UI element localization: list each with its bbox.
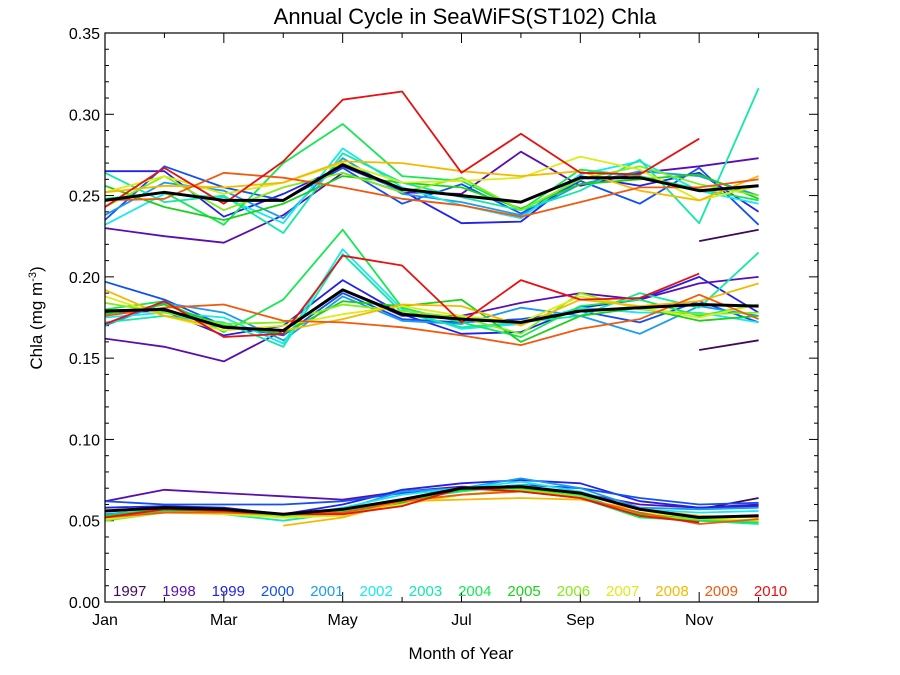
- series-line-2002-mid: [104, 248, 759, 345]
- series-line-2010-high: [104, 90, 700, 208]
- axis-ticks: [104, 32, 818, 603]
- series-line-1997-mid: [699, 339, 759, 351]
- legend-entry-2004: 2004: [458, 583, 491, 600]
- y-tick-label: 0.10: [69, 432, 100, 449]
- y-tick-label: 0.35: [69, 26, 100, 43]
- mean-line-low: [104, 485, 759, 519]
- x-tick-label: Jan: [92, 612, 118, 629]
- y-tick-label: 0.05: [69, 514, 100, 531]
- legend-entry-2006: 2006: [557, 583, 590, 600]
- y-tick-label: 0.15: [69, 351, 100, 368]
- series-line-2010-low: [104, 487, 700, 524]
- legend-entry-2000: 2000: [261, 583, 294, 600]
- y-tick-label: 0.30: [69, 107, 100, 124]
- legend-entry-2010: 2010: [754, 583, 787, 600]
- series-line-1999-high: [105, 165, 760, 225]
- series-line-2001-mid: [104, 295, 759, 342]
- y-tick-label: 0.00: [69, 595, 100, 612]
- legend-entry-2008: 2008: [655, 583, 688, 600]
- legend-entry-2001: 2001: [310, 583, 343, 600]
- legend-entry-2002: 2002: [360, 583, 393, 600]
- y-tick-label: 0.25: [69, 189, 100, 206]
- y-axis-label-main: Chla (mg m: [27, 282, 46, 370]
- x-axis-label: Month of Year: [409, 644, 514, 663]
- series-line-2001-high: [104, 157, 759, 220]
- x-tick-label: May: [328, 612, 358, 629]
- tick-labels: 0.00 0.05 0.10 0.15 0.20 0.25 0.30 0.35 Jan Mar Ma…: [69, 26, 714, 629]
- series-line-2010-mid: [104, 254, 700, 338]
- legend-entry-1999: 1999: [212, 583, 245, 600]
- series-line-2009-high: [104, 171, 759, 218]
- x-tick-label: Jul: [451, 612, 471, 629]
- y-axis-label-sup: -3: [27, 272, 39, 282]
- plot-lines: [104, 87, 760, 527]
- legend: 1997 1998 1999 2000 2001 2002 2003 2004 2005 2006…: [113, 583, 787, 600]
- series-line-2009-mid: [104, 293, 759, 346]
- series-line-2004-high: [104, 123, 759, 226]
- series-line-2007-high: [104, 155, 759, 202]
- mean-line-high: [104, 163, 759, 204]
- series-line-1997-high: [699, 228, 759, 242]
- series-line-2000-high: [104, 165, 760, 226]
- series-line-1999-low: [104, 479, 759, 516]
- y-tick-label: 0.20: [69, 270, 100, 287]
- x-tick-label: Nov: [685, 612, 713, 629]
- plot-frame: [104, 32, 819, 603]
- chart-title: Annual Cycle in SeaWiFS(ST102) Chla: [274, 4, 657, 29]
- series-line-2003-mid: [104, 251, 760, 348]
- y-axis-label-end: ): [27, 266, 46, 272]
- series-line-2003-high: [104, 87, 760, 234]
- legend-entry-2005: 2005: [507, 583, 540, 600]
- legend-entry-2009: 2009: [705, 583, 738, 600]
- legend-entry-1998: 1998: [162, 583, 195, 600]
- mean-line-mid: [104, 288, 759, 332]
- y-axis-label: Chla (mg m-3): [27, 266, 46, 369]
- x-tick-label: Mar: [210, 612, 238, 629]
- legend-entry-1997: 1997: [113, 583, 146, 600]
- series-line-2007-mid: [104, 295, 759, 332]
- legend-entry-2003: 2003: [409, 583, 442, 600]
- legend-entry-2007: 2007: [606, 583, 639, 600]
- x-tick-label: Sep: [566, 612, 595, 629]
- series-line-2008-high: [104, 160, 759, 202]
